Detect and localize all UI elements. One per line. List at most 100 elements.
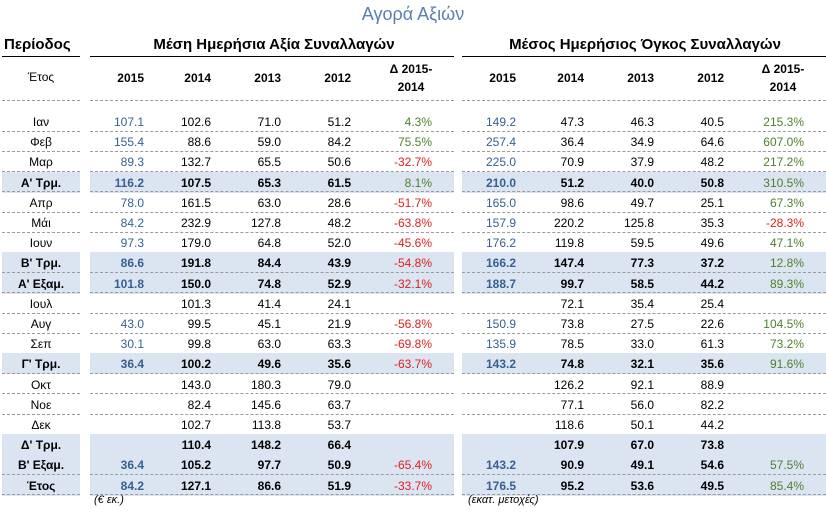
volume-cell: 54.6: [700, 458, 724, 473]
row-label: Α' Τρμ.: [20, 175, 62, 190]
volume-cell: 67.0: [630, 438, 654, 453]
value-cell: 64.8: [257, 236, 281, 251]
row-label: Ιουν: [29, 236, 53, 251]
volume-cell: 126.2: [553, 377, 584, 392]
volume-cell: 166.2: [485, 256, 516, 271]
volume-cell: 35.6: [700, 357, 724, 372]
row-divider: [2, 150, 80, 152]
volume-cell: 607.0%: [763, 135, 804, 150]
volume-cell: 35.4: [630, 296, 654, 311]
value-cell: 145.6: [250, 397, 281, 412]
row-divider: [462, 413, 826, 415]
row-label: Γ' Τρμ.: [21, 357, 61, 372]
row-divider: [2, 393, 80, 395]
volume-cell: 92.1: [630, 377, 654, 392]
value-cell: 35.6: [327, 357, 351, 372]
row-divider: [462, 312, 826, 314]
value-cell: 63.0: [257, 195, 281, 210]
volume-cell: 149.2: [485, 115, 516, 129]
volume-cell: 73.8: [700, 438, 724, 453]
value-cell: 84.2: [120, 216, 144, 230]
row-divider: [2, 211, 80, 213]
value-cell: 102.7: [180, 418, 211, 432]
row-label: Ιαν: [32, 115, 50, 129]
value-cell: 65.5: [257, 155, 281, 170]
value-cell: 50.6: [327, 155, 351, 170]
volume-cell: 73.8: [560, 317, 584, 331]
value-cell: 52.9: [327, 276, 351, 291]
volume-cell: 135.9: [485, 337, 516, 352]
volume-cell: 143.2: [485, 458, 516, 473]
volume-cell: -28.3%: [765, 216, 804, 230]
volume-cell: 57.5%: [769, 458, 804, 473]
value-cell: 59.0: [257, 135, 281, 150]
volume-cell: 61.3: [700, 337, 724, 352]
value-cell: -63.7%: [393, 357, 432, 372]
value-cell: 107.1: [113, 115, 144, 129]
value-cell: 102.6: [180, 115, 211, 129]
volume-cell: 25.4: [700, 296, 724, 311]
value-cell: 100.2: [180, 357, 211, 372]
value-cell: -45.6%: [393, 236, 432, 251]
value-cell: 82.4: [187, 397, 211, 412]
value-cell: 113.8: [251, 418, 281, 432]
value-cell: 99.8: [187, 337, 211, 352]
value-cell: 86.6: [257, 478, 281, 493]
volume-cell: 225.0: [485, 155, 516, 170]
value-cell: 8.1%: [404, 175, 432, 190]
row-label: Β' Τρμ.: [20, 256, 62, 271]
volume-year-2012: 2012: [697, 71, 724, 85]
value-year-2015: 2015: [117, 71, 144, 85]
value-cell: 88.6: [187, 135, 211, 150]
row-divider: [2, 130, 80, 132]
summary-band: [462, 272, 826, 294]
row-label: Μάι: [31, 216, 51, 230]
summary-band: [2, 171, 80, 193]
volume-cell: 77.3: [630, 256, 654, 271]
volume-delta-header-1: Δ 2015-: [761, 62, 805, 76]
row-divider: [462, 150, 826, 152]
summary-band: [90, 272, 454, 294]
volume-cell: 44.2: [700, 276, 724, 291]
volume-cell: 58.5: [630, 276, 654, 291]
row-divider: [462, 494, 826, 496]
volume-delta-header-2: 2014: [769, 80, 797, 94]
row-label: Νοε: [30, 397, 52, 412]
value-cell: 36.4: [120, 357, 144, 372]
volume-cell: 67.3%: [769, 195, 804, 210]
row-label: Οκτ: [30, 377, 52, 392]
summary-band: [90, 474, 454, 496]
value-cell: -54.8%: [393, 256, 432, 271]
summary-band: [90, 454, 454, 476]
value-cell: 127.1: [180, 478, 211, 493]
value-cell: 41.4: [257, 296, 281, 311]
summary-band: [90, 252, 454, 274]
volume-cell: 32.1: [630, 357, 654, 372]
value-cell: 36.4: [120, 458, 144, 473]
row-divider: [2, 231, 80, 233]
row-divider: [90, 494, 454, 496]
value-cell: 63.3: [327, 337, 351, 352]
volume-cell: 217.2%: [763, 155, 804, 170]
volume-cell: 157.9: [485, 216, 516, 230]
value-cell: 84.2: [327, 135, 351, 150]
volume-cell: 51.2: [560, 175, 584, 190]
summary-band: [462, 474, 826, 496]
year-label: Έτος: [27, 70, 55, 84]
row-divider: [462, 130, 826, 132]
row-label: Δ' Τρμ.: [20, 438, 62, 453]
value-delta-header-2: 2014: [397, 80, 425, 94]
value-cell: -65.4%: [393, 458, 432, 473]
value-cell: 61.5: [327, 175, 351, 190]
row-divider: [2, 191, 80, 193]
value-year-2014: 2014: [184, 71, 211, 85]
volume-cell: 36.4: [560, 135, 584, 150]
value-cell: 50.9: [327, 458, 351, 473]
value-cell: 74.8: [257, 276, 281, 291]
row-divider: [90, 191, 454, 193]
value-cell: 127.8: [250, 216, 281, 230]
volume-cell: 25.1: [700, 195, 724, 210]
value-unit-note: (€ εκ.): [94, 494, 124, 506]
volume-cell: 64.6: [700, 135, 724, 150]
row-label: Β' Εξαμ.: [17, 458, 65, 473]
